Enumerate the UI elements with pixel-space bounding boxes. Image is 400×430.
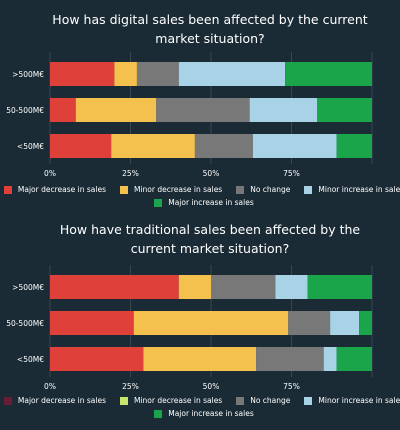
bar-segment (288, 311, 331, 335)
category-label: 50-500M€ (6, 106, 44, 115)
bar-segment (50, 347, 144, 371)
category-label: >500M€ (12, 283, 44, 292)
chart-title-traditional: How have traditional sales been affected… (59, 222, 361, 256)
bar-segment (249, 98, 318, 122)
bar-segment (336, 134, 372, 158)
chart-traditional: 0% 25% 50% 75% >500M€ 50-500M€ <50M€ (6, 265, 373, 391)
bar-segment (323, 347, 337, 371)
bar-segment (156, 98, 250, 122)
bar-segment (211, 275, 276, 299)
x-tick-label: 0% (44, 382, 56, 391)
legend-swatch (119, 396, 128, 405)
x-tick-label: 75% (283, 382, 300, 391)
legend-row: Major increase in sales (14, 198, 394, 207)
legend-row: Major decrease in sales Minor decrease in… (3, 185, 400, 194)
legend-swatch (154, 198, 163, 207)
chart-digital: 0% 25% 50% 75% >500M€ 50-500M€ <50M€ (6, 52, 373, 178)
legend-item: Minor increase in sales (304, 185, 400, 194)
legend-label: Major decrease in sales (17, 396, 106, 405)
x-tick-label: 75% (283, 169, 300, 178)
bar-segment (111, 134, 195, 158)
legend-row: Major decrease in sales Minor decrease in… (3, 396, 400, 405)
legend-item: Minor decrease in sales (119, 185, 223, 194)
x-tick-label: 50% (203, 169, 220, 178)
legend-label: Minor increase in sales (318, 185, 400, 194)
legend-swatch (154, 409, 163, 418)
bar-segment (75, 98, 157, 122)
legend-item: Major increase in sales (154, 198, 254, 207)
legend-swatch (236, 185, 245, 194)
bar-segment (50, 62, 115, 86)
x-tick-label: 50% (203, 382, 220, 391)
x-tick-label: 25% (122, 382, 139, 391)
legend-label: Minor increase in sales (318, 396, 400, 405)
bar-segment (252, 134, 337, 158)
category-label: <50M€ (17, 355, 44, 364)
legend-item: Major decrease in sales (3, 396, 106, 405)
bar-segment (317, 98, 372, 122)
legend-item: Minor increase in sales (304, 396, 400, 405)
bar-segment (330, 311, 360, 335)
bar-segment (336, 347, 372, 371)
legend-item: No change (236, 185, 290, 194)
legend-label: Major increase in sales (168, 198, 254, 207)
legend-label: Minor decrease in sales (133, 185, 223, 194)
bar-segment (285, 62, 372, 86)
bar-segment (136, 62, 179, 86)
legend-digital: Major decrease in sales Minor decrease in… (3, 185, 400, 211)
legend-swatch (304, 185, 313, 194)
legend-item: Minor decrease in sales (119, 396, 223, 405)
bar-segment (178, 62, 286, 86)
legend-swatch (119, 185, 128, 194)
legend-label: No change (250, 396, 291, 405)
legend-label: No change (250, 185, 291, 194)
category-label: 50-500M€ (6, 319, 44, 328)
legend-label: Minor decrease in sales (133, 396, 223, 405)
legend-item: No change (236, 396, 290, 405)
x-tick-label: 25% (122, 169, 139, 178)
legend-label: Major decrease in sales (17, 185, 106, 194)
bar-segment (50, 98, 76, 122)
bar-segment (143, 347, 257, 371)
category-label: <50M€ (17, 142, 44, 151)
bar-segment (50, 275, 179, 299)
bar-segment (133, 311, 289, 335)
x-tick-label: 0% (44, 169, 56, 178)
legend-item: Major increase in sales (154, 409, 254, 418)
chart-title-digital: How has digital sales been affected by t… (52, 12, 368, 46)
legend-label: Major increase in sales (168, 409, 254, 418)
bar-segment (307, 275, 372, 299)
legend-swatch (304, 396, 313, 405)
legend-swatch (3, 396, 12, 405)
bar-segment (275, 275, 308, 299)
bar-segment (359, 311, 372, 335)
legend-swatch (3, 185, 12, 194)
legend-traditional: Major decrease in sales Minor decrease in… (3, 396, 400, 422)
bar-segment (256, 347, 324, 371)
bar-segment (178, 275, 211, 299)
bar-segment (194, 134, 253, 158)
bar-segment (50, 311, 134, 335)
bar-segment (114, 62, 137, 86)
category-label: >500M€ (12, 70, 44, 79)
bar-segment (50, 134, 112, 158)
legend-swatch (236, 396, 245, 405)
legend-item: Major decrease in sales (3, 185, 106, 194)
legend-row: Major increase in sales (14, 409, 394, 418)
